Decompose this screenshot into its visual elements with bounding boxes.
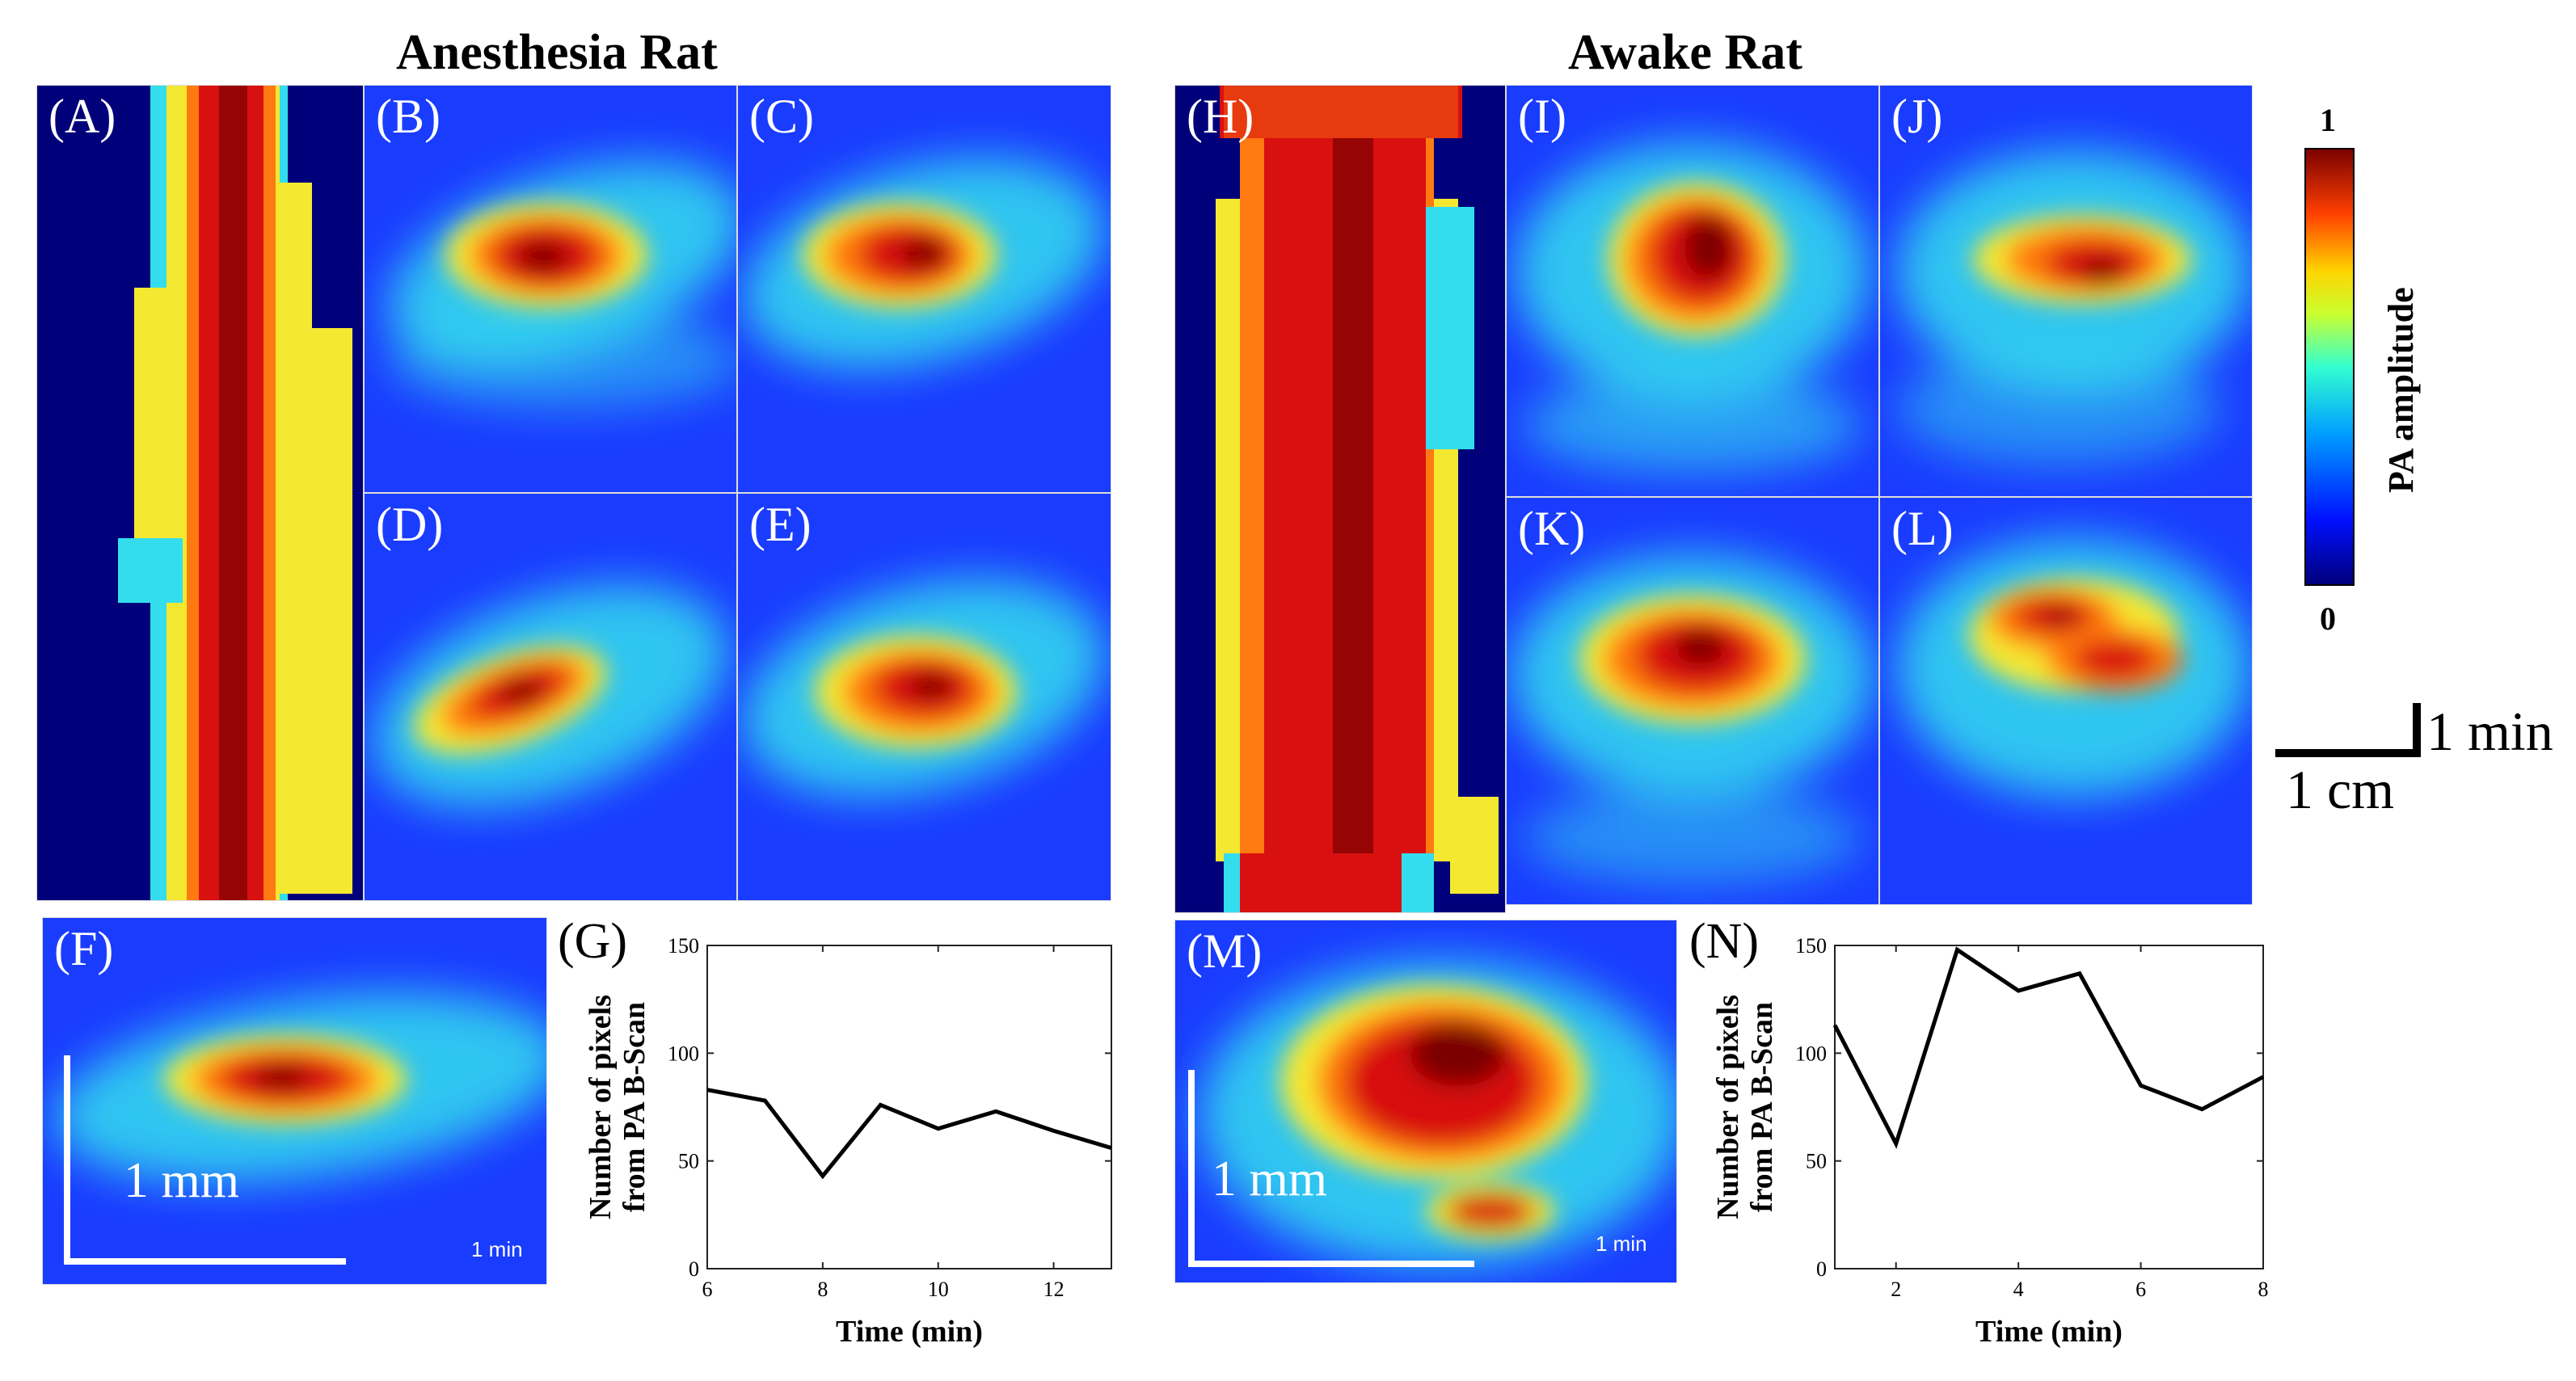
scale-1cm-label: 1 cm [2286, 759, 2395, 820]
chart-g: 0 50 100 150 6 8 10 12 Time (min) Number of pixel… [584, 934, 1112, 1349]
y-axis-label-line1: Number of pixels [584, 995, 618, 1219]
panel-label-g: (G) [558, 914, 628, 969]
panel-e: (E) [737, 493, 1111, 901]
panel-h-mmode: (H) [1174, 85, 1506, 913]
colorbar-label: PA amplitude [2381, 287, 2421, 493]
panel-f: (F) 1 mm 1 min [42, 917, 547, 1285]
scale-1min-f: 1 min [471, 1237, 523, 1261]
panel-k: (K) [1506, 497, 1879, 905]
panel-a-mmode: (A) [36, 85, 364, 901]
colorbar-max: 1 [2320, 102, 2336, 138]
panel-label-i: (I) [1518, 90, 1566, 143]
series-line [1832, 946, 2265, 1149]
y-axis-label-line2: from PA B-Scan [618, 1002, 651, 1212]
panel-b: (B) [364, 85, 737, 493]
x-tick-label: 10 [928, 1278, 949, 1301]
panel-m: (M) 1 mm 1 min [1174, 920, 1677, 1283]
x-tick-label: 6 [2135, 1278, 2146, 1301]
scale-1min-m: 1 min [1596, 1232, 1647, 1256]
y-tick-label: 50 [1806, 1150, 1827, 1173]
panel-label-h: (H) [1187, 90, 1254, 143]
y-tick-label: 150 [1795, 934, 1827, 958]
y-tick-label: 0 [689, 1257, 699, 1281]
panel-l: (L) [1879, 497, 2253, 905]
scale-1min-label: 1 min [2426, 701, 2553, 762]
panel-label-n: (N) [1689, 914, 1760, 969]
colorbar-min: 0 [2320, 600, 2336, 637]
panel-label-k: (K) [1518, 502, 1586, 555]
panel-c: (C) [737, 85, 1111, 493]
colorbar [2304, 148, 2355, 586]
panel-d: (D) [364, 493, 737, 901]
y-tick-label: 0 [1816, 1257, 1827, 1281]
series-line [706, 1088, 1112, 1180]
chart-n: 0 50 100 150 2 4 6 8 Time (min) Number of pixels f… [1711, 934, 2269, 1349]
scale-1mm-m: 1 mm [1212, 1152, 1327, 1206]
panel-label-l: (L) [1891, 502, 1954, 555]
panel-label-b: (B) [376, 90, 441, 143]
x-tick-label: 6 [702, 1278, 713, 1301]
x-tick-label: 8 [2258, 1278, 2269, 1301]
x-tick-label: 12 [1043, 1278, 1065, 1301]
title-anesthesia: Anesthesia Rat [396, 25, 718, 80]
y-tick-label: 50 [678, 1150, 699, 1173]
x-axis-label: Time (min) [1975, 1315, 2123, 1349]
scale-1mm-f: 1 mm [124, 1153, 239, 1208]
panel-label-j: (J) [1891, 90, 1943, 143]
panel-label-f: (F) [54, 922, 114, 975]
x-axis-label: Time (min) [836, 1315, 983, 1349]
y-axis-label-line2: from PA B-Scan [1745, 1002, 1779, 1212]
plot-frame [706, 945, 1112, 1269]
y-tick-label: 150 [668, 934, 699, 958]
x-tick-label: 4 [2013, 1278, 2024, 1301]
panel-label-c: (C) [749, 90, 814, 143]
panel-i: (I) [1506, 85, 1879, 497]
panel-label-m: (M) [1187, 924, 1263, 978]
panel-j: (J) [1879, 85, 2253, 497]
x-tick-label: 2 [1891, 1278, 1901, 1301]
scalebar-time-cm [2275, 703, 2421, 757]
panel-label-e: (E) [749, 498, 812, 551]
title-awake: Awake Rat [1568, 25, 1802, 80]
y-axis-label-line1: Number of pixels [1711, 995, 1745, 1219]
y-tick-label: 100 [668, 1042, 699, 1065]
y-tick-label: 100 [1795, 1042, 1827, 1065]
panel-label-a: (A) [48, 90, 116, 143]
x-tick-label: 8 [817, 1278, 828, 1301]
panel-label-d: (D) [376, 498, 444, 551]
